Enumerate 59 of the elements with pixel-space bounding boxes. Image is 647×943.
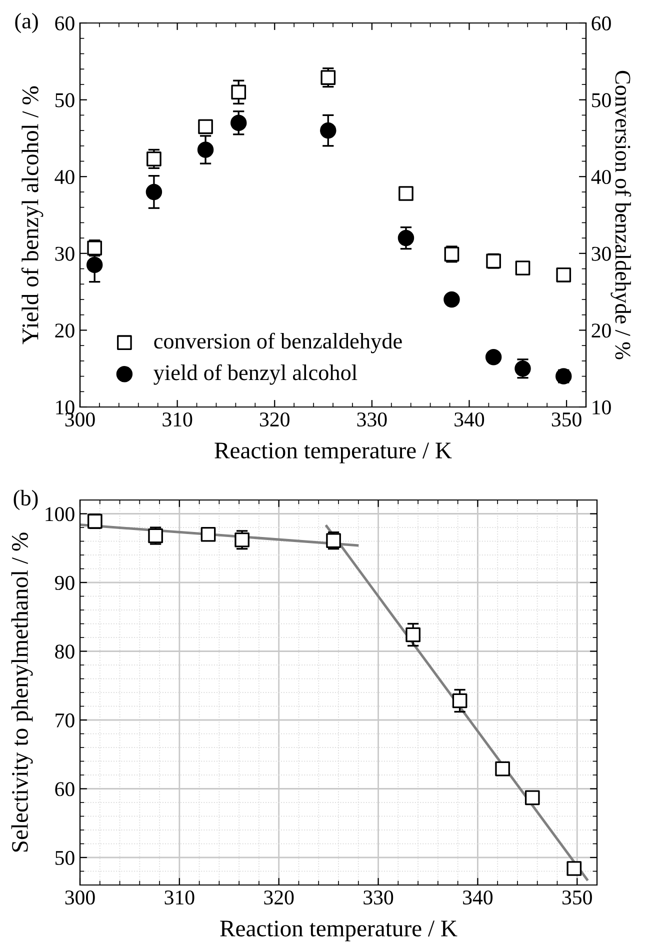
y-tick-label: 80 — [55, 644, 74, 659]
point — [452, 693, 468, 708]
chart-title: (a) — [15, 12, 38, 34]
point — [320, 122, 336, 139]
point — [230, 114, 247, 131]
point — [566, 861, 582, 876]
y-tick-label: 60 — [55, 16, 74, 30]
point — [198, 119, 213, 134]
point — [200, 526, 216, 542]
point — [320, 70, 336, 85]
y-tick-label: 30 — [55, 246, 74, 261]
point — [231, 84, 246, 100]
point — [234, 532, 250, 548]
y2-tick-label: 50 — [592, 93, 611, 108]
y-tick-label: 50 — [56, 850, 74, 865]
x-tick-label: 330 — [364, 890, 394, 905]
y-tick-label: 20 — [55, 324, 74, 338]
x-tick-label: 330 — [357, 412, 387, 427]
point — [524, 790, 540, 806]
point — [485, 348, 502, 366]
x-tick-label: 320 — [260, 412, 290, 427]
point — [398, 186, 414, 201]
point — [406, 627, 420, 642]
legend-label: yield of benzyl alcohol — [154, 364, 358, 385]
y2-tick-label: 60 — [592, 16, 611, 30]
legend-label: conversion of benzaldehyde — [154, 332, 402, 354]
y2-tick-label: 40 — [591, 170, 611, 184]
y-axis-title: Selectivity to phenylmethanol / % — [11, 532, 33, 852]
x-tick-label: 320 — [264, 890, 294, 905]
point — [398, 230, 414, 246]
x-tick-label: 350 — [552, 412, 582, 427]
point — [197, 142, 214, 158]
x-tick-label: 300 — [65, 890, 95, 905]
chart-title: (b) — [14, 490, 38, 510]
y2-axis-title: Conversion of benzaldehyde / % — [610, 70, 632, 360]
y-tick-label: 50 — [56, 93, 74, 108]
y2-tick-label: 20 — [592, 324, 611, 338]
x-tick-label: 350 — [562, 890, 592, 905]
y2-tick-label: 30 — [592, 246, 611, 261]
x-axis-title: Reaction temperature / K — [220, 920, 458, 942]
y-tick-label: 90 — [54, 576, 74, 590]
x-tick-label: 310 — [164, 890, 194, 905]
y-tick-label: 60 — [55, 782, 74, 796]
point — [146, 152, 162, 166]
y-axis-title: Yield of benzyl alcohol / % — [21, 86, 44, 344]
point — [444, 291, 460, 308]
x-tick-label: 300 — [65, 412, 95, 427]
y-tick-label: 40 — [54, 170, 74, 184]
x-axis-title: Reaction temperature / K — [214, 442, 452, 464]
y-tick-label: 70 — [56, 713, 74, 728]
point — [495, 761, 510, 776]
x-tick-label: 310 — [162, 412, 192, 427]
y-tick-label: 10 — [56, 400, 74, 414]
x-tick-label: 340 — [463, 890, 493, 905]
y-tick-label: 100 — [46, 507, 74, 522]
point — [146, 184, 162, 200]
x-tick-label: 340 — [454, 412, 484, 427]
point — [556, 267, 572, 282]
y2-tick-label: 10 — [592, 400, 611, 414]
